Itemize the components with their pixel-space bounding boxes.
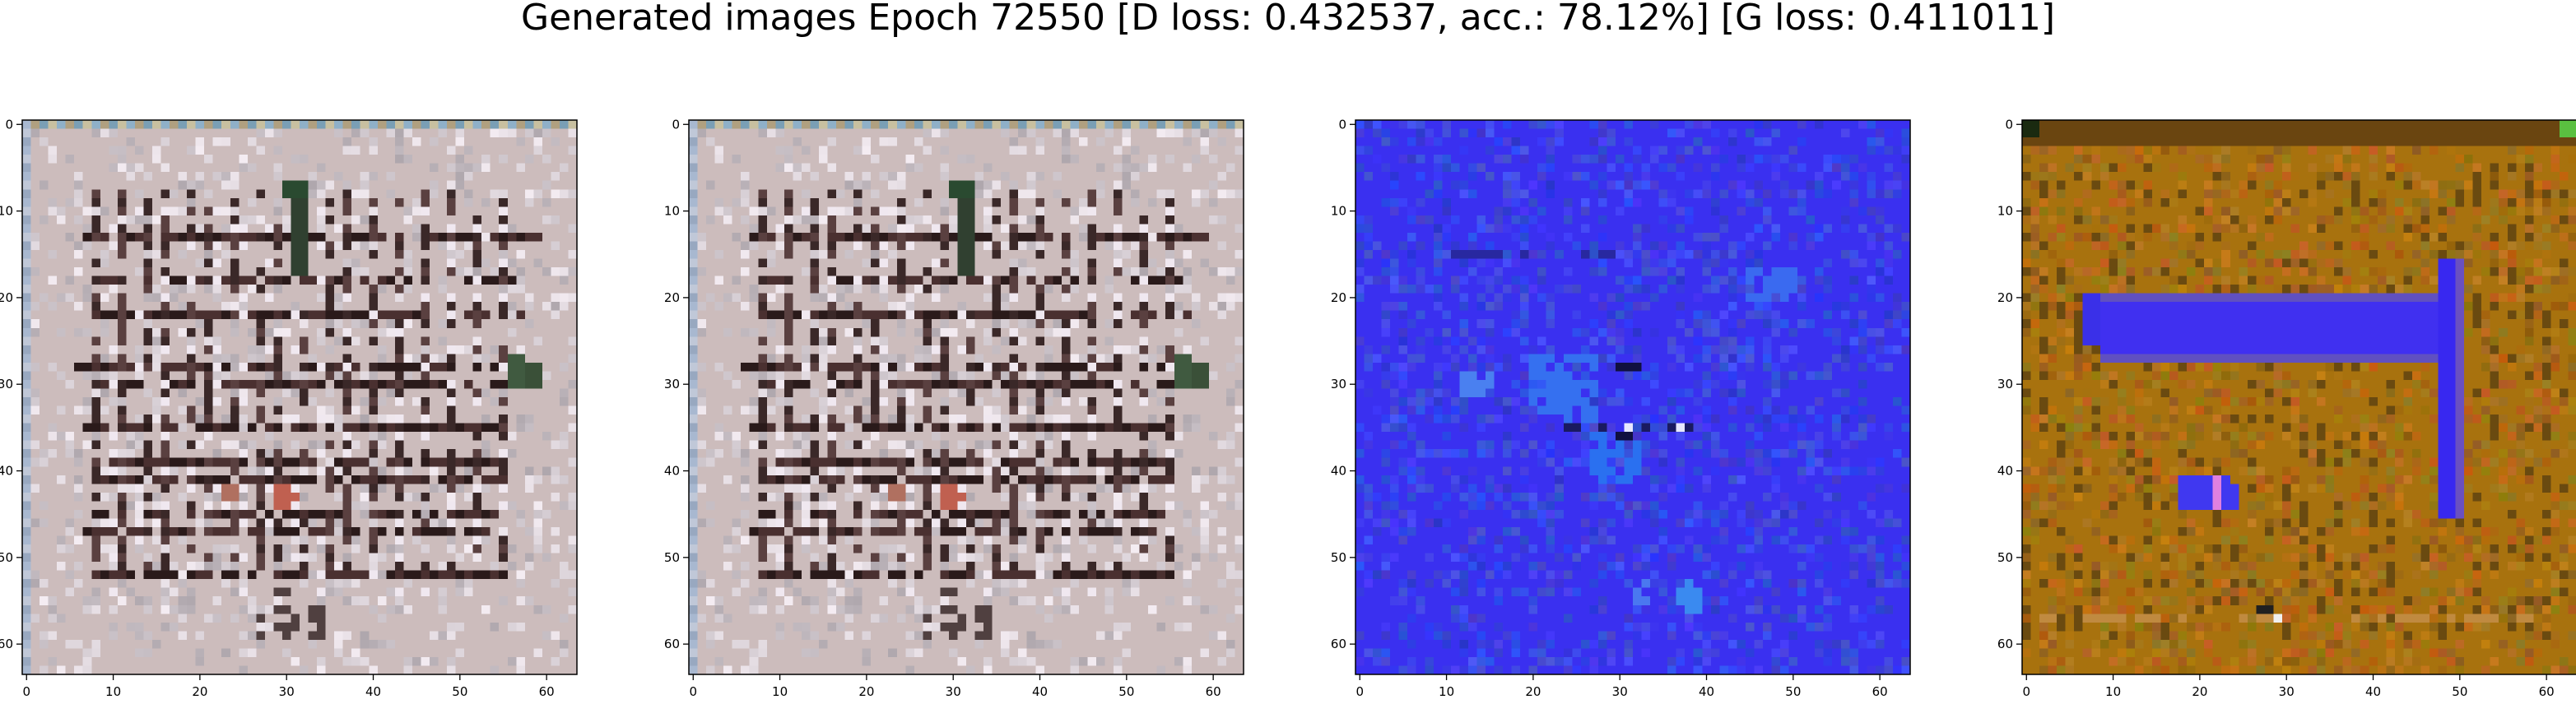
x-tick-label: 20	[1525, 684, 1541, 699]
y-tick-label: 60	[1997, 637, 2013, 651]
y-tick-label: 0	[2005, 117, 2013, 132]
y-tick-label: 0	[5, 117, 13, 132]
x-tick-label: 30	[946, 684, 961, 699]
x-tick-label: 30	[279, 684, 295, 699]
x-tick-label: 60	[2539, 684, 2555, 699]
y-tick-label: 50	[664, 550, 680, 565]
y-tick-label: 50	[1331, 550, 1346, 565]
x-tick-label: 0	[689, 684, 697, 699]
x-tick-label: 60	[539, 684, 555, 699]
x-tick-label: 40	[1032, 684, 1048, 699]
y-tick-label: 20	[664, 290, 680, 305]
x-tick-label: 50	[2452, 684, 2467, 699]
axes-4: 0 10 20 30 40 50 60 0 10 20 30 40 50 60	[1989, 112, 2576, 704]
x-tick-label: 0	[22, 684, 30, 699]
y-tick-label: 10	[1997, 204, 2013, 219]
y-tick-label: 60	[664, 637, 680, 651]
y-tick-label: 50	[1997, 550, 2013, 565]
axes-frame	[689, 120, 1244, 674]
y-tick-label: 10	[1331, 204, 1346, 219]
x-tick-label: 20	[192, 684, 207, 699]
y-tick-label: 30	[1997, 377, 2013, 391]
y-tick-label: 40	[664, 464, 680, 479]
y-tick-label: 40	[1997, 464, 2013, 479]
y-tick-label: 0	[1338, 117, 1346, 132]
x-tick-label: 20	[2192, 684, 2207, 699]
y-tick-label: 10	[0, 204, 13, 219]
x-tick-label: 10	[105, 684, 121, 699]
axes-frame	[1355, 120, 1910, 674]
x-tick-label: 60	[1206, 684, 1221, 699]
y-tick-label: 0	[672, 117, 680, 132]
x-tick-label: 30	[2279, 684, 2295, 699]
x-tick-label: 40	[365, 684, 381, 699]
x-tick-label: 10	[2105, 684, 2121, 699]
figure-title: Generated images Epoch 72550 [D loss: 0.…	[0, 0, 2576, 39]
x-tick-label: 40	[1699, 684, 1714, 699]
y-tick-label: 20	[1331, 290, 1346, 305]
axes-1: 0 10 20 30 40 50 60 0 10 20 30 40 50 60	[0, 112, 615, 704]
y-tick-label: 10	[664, 204, 680, 219]
axes-frame	[22, 120, 577, 674]
y-tick-label: 30	[1331, 377, 1346, 391]
axes-2: 0 10 20 30 40 50 60 0 10 20 30 40 50 60	[656, 112, 1281, 704]
x-tick-label: 10	[772, 684, 788, 699]
y-tick-label: 60	[1331, 637, 1346, 651]
y-tick-label: 30	[664, 377, 680, 391]
y-tick-label: 30	[0, 377, 13, 391]
y-tick-label: 60	[0, 637, 13, 651]
x-tick-label: 10	[1439, 684, 1454, 699]
x-tick-label: 20	[858, 684, 874, 699]
x-tick-label: 0	[1355, 684, 1364, 699]
y-tick-label: 40	[1331, 464, 1346, 479]
x-tick-label: 50	[1785, 684, 1801, 699]
axes-3: 0 10 20 30 40 50 60 0 10 20 30 40 50 60	[1323, 112, 1948, 704]
x-tick-label: 50	[1118, 684, 1134, 699]
x-tick-label: 50	[452, 684, 467, 699]
axes-frame	[2022, 120, 2576, 674]
y-tick-label: 20	[1997, 290, 2013, 305]
y-tick-label: 20	[0, 290, 13, 305]
y-tick-label: 40	[0, 464, 13, 479]
x-tick-label: 60	[1872, 684, 1888, 699]
x-tick-label: 40	[2365, 684, 2381, 699]
y-tick-label: 50	[0, 550, 13, 565]
x-tick-label: 0	[2022, 684, 2030, 699]
x-tick-label: 30	[1612, 684, 1628, 699]
